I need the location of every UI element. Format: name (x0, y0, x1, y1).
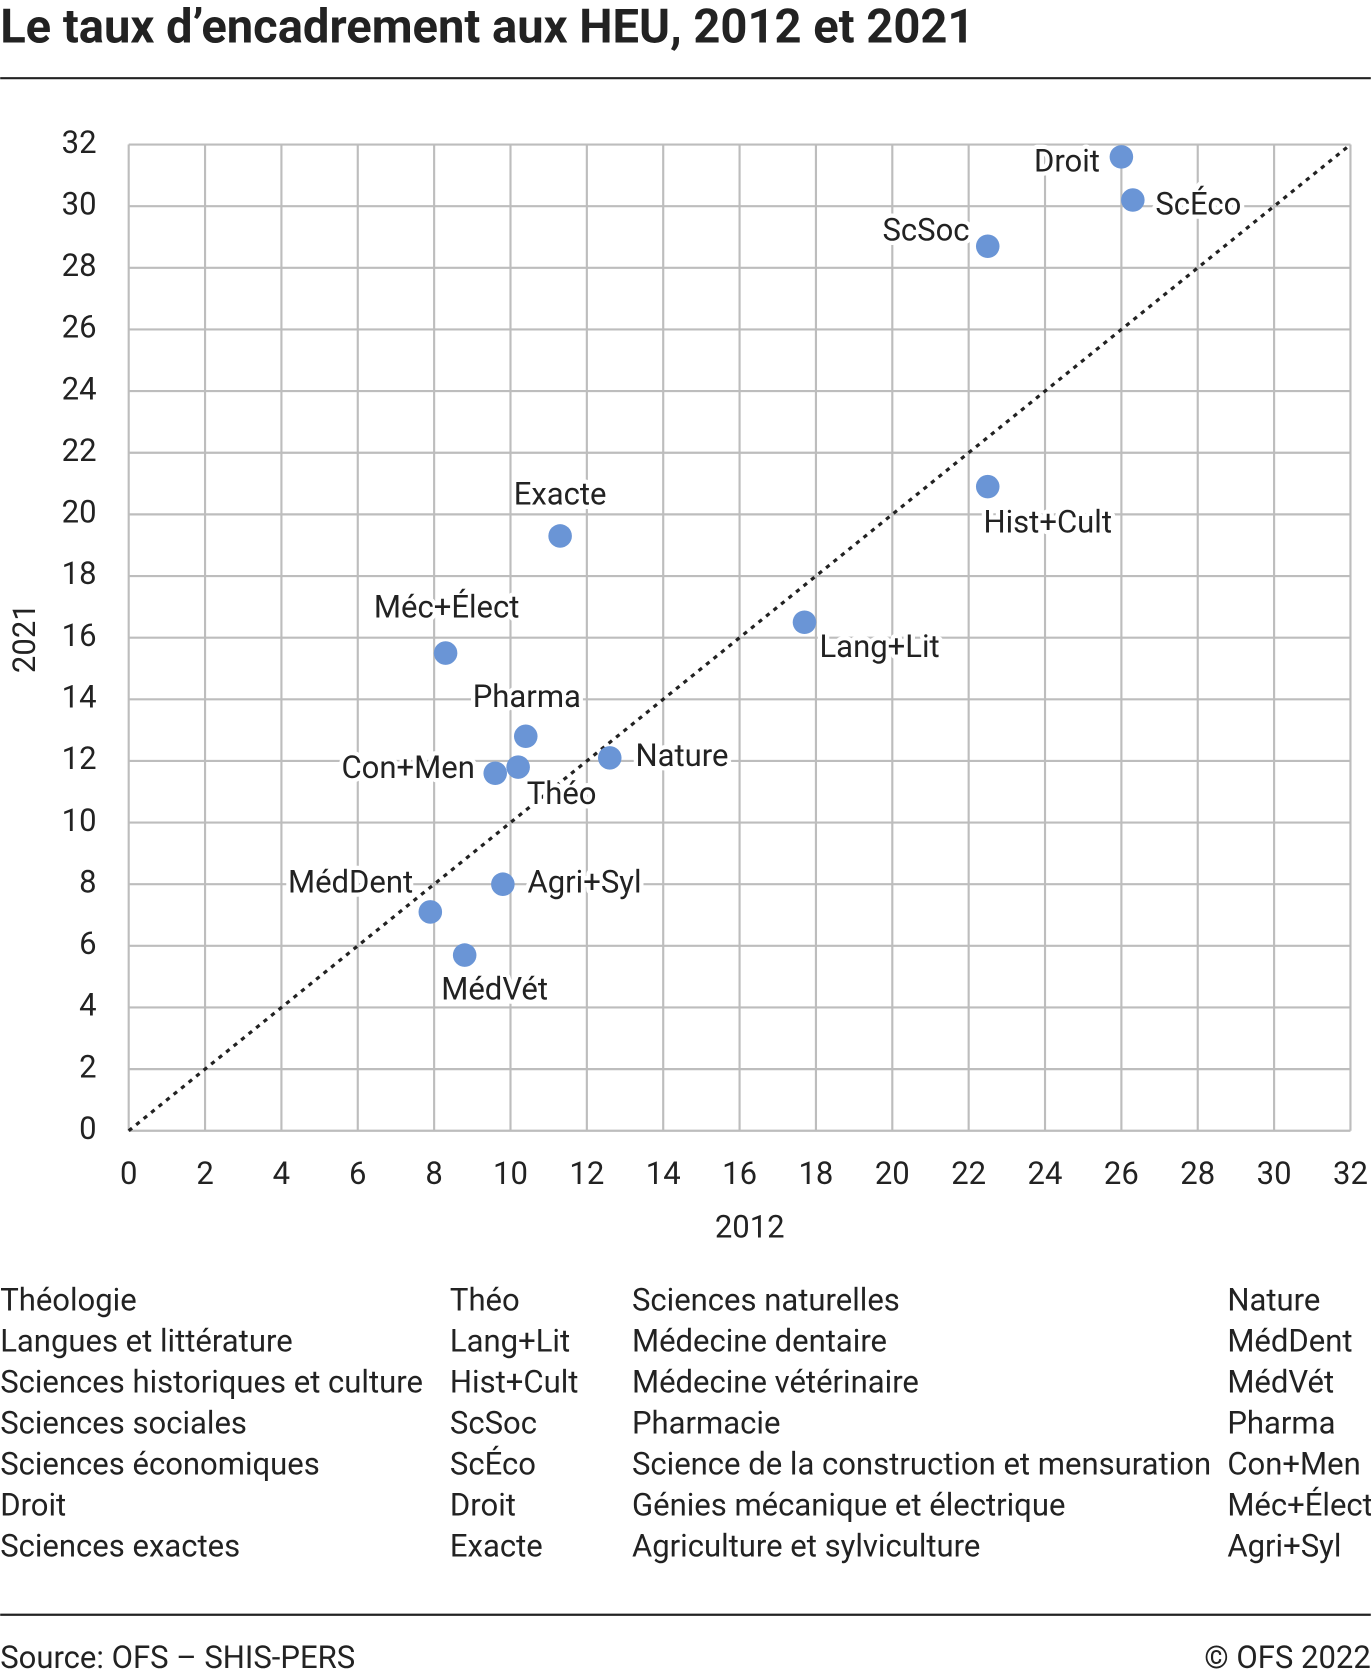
legend-name: Droit (0, 1486, 66, 1523)
legend-abbr: MédVét (1227, 1363, 1334, 1400)
point-label: Exacte (514, 476, 607, 513)
copyright: © OFS 2022 (1204, 1639, 1371, 1676)
diagonal (127, 143, 1352, 1133)
legend-name: Sciences économiques (0, 1445, 320, 1482)
y-tick-label: 10 (62, 802, 97, 839)
point (513, 724, 538, 749)
legend-abbr: Hist+Cult (450, 1363, 579, 1400)
x-tick-label: 0 (120, 1155, 137, 1192)
point (418, 900, 443, 924)
chart-title: Le taux d’encadrement aux HEU, 2012 et 2… (0, 0, 974, 54)
x-axis-label: 2012 (715, 1208, 785, 1245)
point (548, 524, 572, 548)
legend-abbr: Lang+Lit (450, 1322, 570, 1359)
point (1121, 188, 1145, 212)
y-tick-label: 22 (62, 432, 97, 469)
point (491, 872, 515, 896)
legend-name: Pharmacie (632, 1404, 780, 1441)
y-axis-label: 2021 (6, 603, 43, 673)
point-label: Droit (1034, 143, 1100, 180)
legend-name: Sciences naturelles (632, 1281, 900, 1318)
legend-name: Théologie (0, 1281, 137, 1318)
legend-abbr: MédDent (1227, 1322, 1352, 1359)
y-tick-label: 24 (62, 370, 97, 407)
x-tick-label: 32 (1333, 1155, 1368, 1192)
y-tick-label: 28 (62, 247, 97, 284)
point-label: Hist+Cult (983, 503, 1112, 540)
legend-abbr: Exacte (450, 1527, 543, 1564)
point-label: Con+Men (341, 749, 474, 786)
x-tick-label: 10 (493, 1155, 528, 1192)
point-label: MédDent (288, 863, 413, 900)
legend-name: Génies mécanique et électrique (632, 1486, 1065, 1523)
x-tick-label: 22 (951, 1155, 986, 1192)
y-tick-label: 16 (62, 617, 97, 654)
point-label: MédVét (441, 971, 548, 1008)
legend-name: Agriculture et sylviculture (632, 1527, 980, 1564)
point (975, 234, 1000, 259)
y-tick-label: 30 (62, 185, 97, 222)
x-tick-label: 28 (1180, 1155, 1215, 1192)
point (792, 610, 817, 635)
y-tick-label: 12 (62, 740, 97, 777)
legend-abbr: ScSoc (450, 1404, 537, 1441)
y-tick-label: 4 (79, 987, 96, 1024)
point-label: ScÉco (1155, 186, 1241, 223)
x-tick-label: 24 (1028, 1155, 1063, 1192)
legend-abbr: Agri+Syl (1227, 1527, 1341, 1564)
x-tick-label: 6 (349, 1155, 366, 1192)
y-tick-label: 32 (62, 124, 97, 161)
legend-name: Sciences sociales (0, 1404, 247, 1441)
point (433, 641, 458, 665)
legend-abbr: Pharma (1227, 1404, 1335, 1441)
point (483, 761, 507, 786)
source: Source: OFS – SHIS-PERS (0, 1639, 355, 1676)
legend-abbr: Con+Men (1227, 1445, 1360, 1482)
x-tick-label: 26 (1104, 1155, 1139, 1192)
x-tick-label: 8 (425, 1155, 442, 1192)
y-tick-label: 20 (62, 494, 97, 531)
point (975, 474, 1000, 499)
y-tick-label: 8 (79, 863, 96, 900)
point (506, 755, 530, 779)
legend-name: Sciences exactes (0, 1527, 240, 1564)
point (1109, 145, 1134, 169)
y-tick-label: 26 (62, 309, 97, 346)
legend-name: Science de la construction et mensuratio… (632, 1445, 1211, 1482)
x-tick-label: 18 (798, 1155, 833, 1192)
point-label: Nature (635, 737, 728, 774)
x-tick-label: 14 (646, 1155, 681, 1192)
legend-name: Médecine vétérinaire (632, 1363, 919, 1400)
point-label: Pharma (473, 678, 581, 715)
legend-abbr: Théo (450, 1281, 520, 1318)
x-tick-label: 30 (1257, 1155, 1292, 1192)
x-tick-label: 12 (569, 1155, 604, 1192)
legend-abbr: Méc+Élect (1227, 1486, 1371, 1523)
legend-abbr: Droit (450, 1486, 516, 1523)
point-label: ScSoc (882, 212, 969, 249)
x-tick-label: 20 (875, 1155, 910, 1192)
point-label: Méc+Élect (374, 588, 520, 625)
point-label: Agri+Syl (527, 863, 641, 900)
x-tick-label: 4 (273, 1155, 290, 1192)
x-tick-label: 16 (722, 1155, 757, 1192)
x-tick-label: 2 (196, 1155, 213, 1192)
legend-name: Langues et littérature (0, 1322, 292, 1359)
y-tick-label: 6 (79, 925, 96, 962)
y-tick-label: 18 (62, 555, 97, 592)
legend-name: Sciences historiques et culture (0, 1363, 423, 1400)
legend-abbr: Nature (1227, 1281, 1320, 1318)
y-tick-label: 0 (79, 1110, 96, 1147)
point-label: Théo (527, 775, 597, 812)
y-tick-label: 14 (62, 678, 97, 715)
legend-abbr: ScÉco (450, 1445, 536, 1482)
point (597, 746, 622, 770)
point (452, 943, 477, 967)
legend-name: Médecine dentaire (632, 1322, 887, 1359)
point-label: Lang+Lit (819, 628, 939, 665)
y-tick-label: 2 (79, 1048, 96, 1085)
